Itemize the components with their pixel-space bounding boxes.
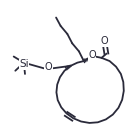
Text: O: O — [45, 62, 52, 72]
Text: Si: Si — [19, 59, 29, 69]
Text: O: O — [88, 50, 96, 60]
Text: O: O — [101, 36, 109, 46]
